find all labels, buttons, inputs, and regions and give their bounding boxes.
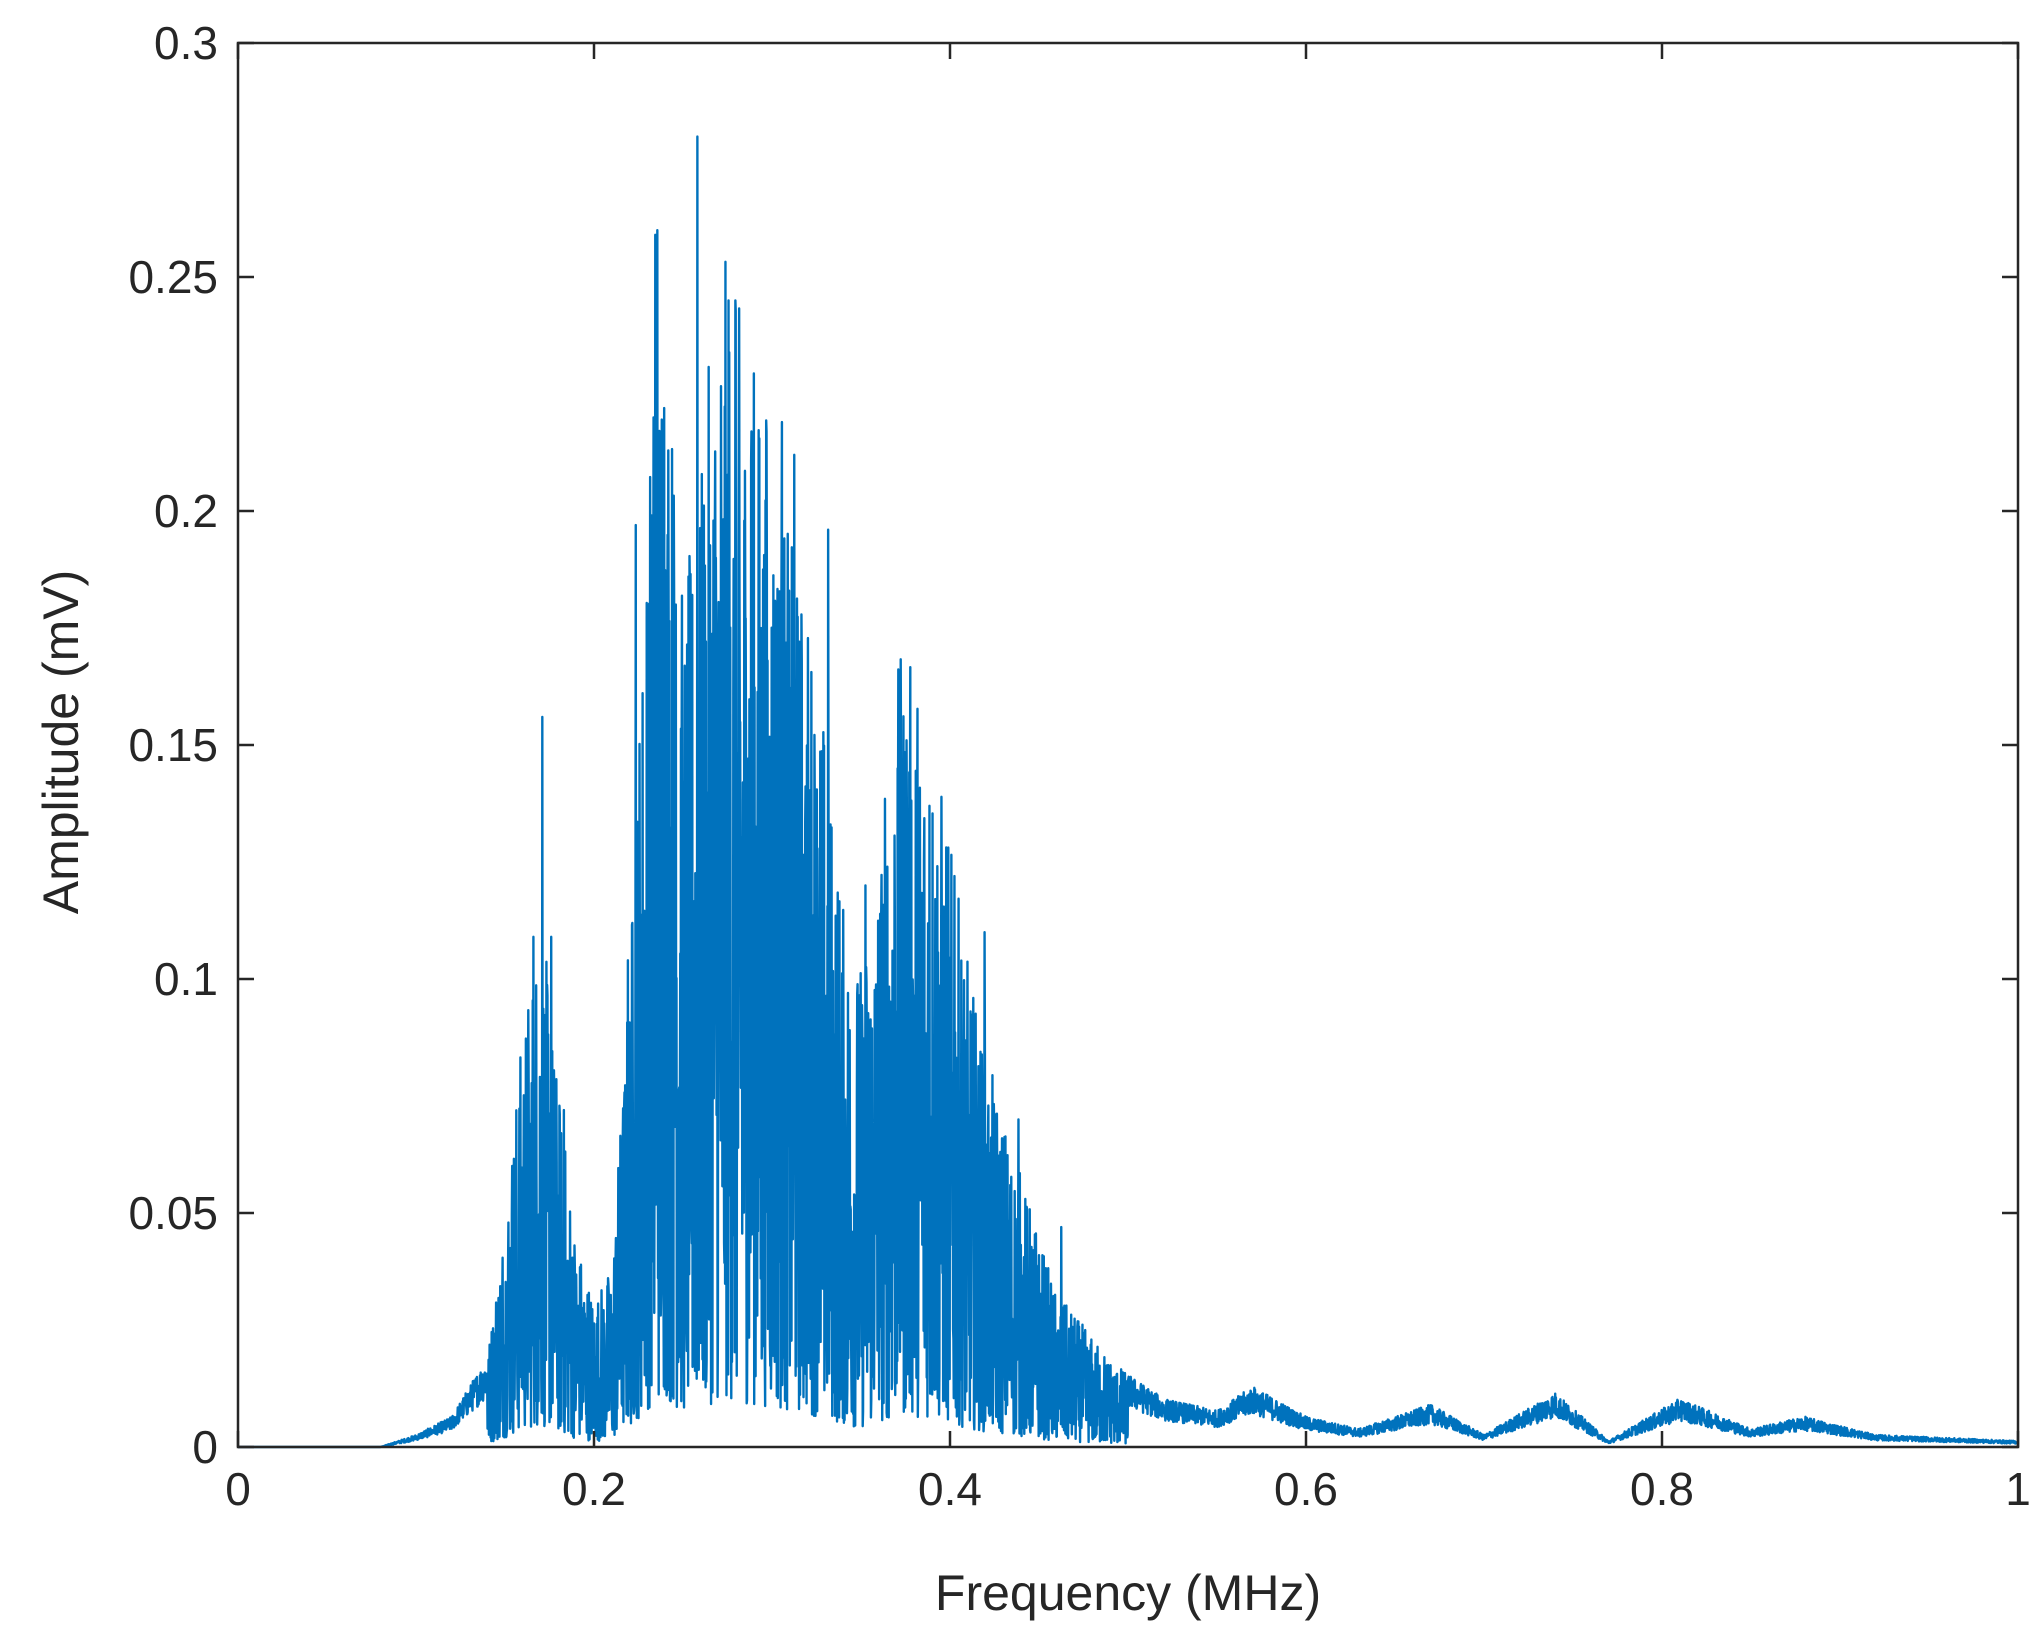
y-axis-title: Amplitude (mV) bbox=[33, 570, 89, 915]
y-tick-label: 0.15 bbox=[128, 719, 218, 771]
series-layer bbox=[237, 135, 2020, 1449]
x-tick-label: 0.8 bbox=[1630, 1463, 1694, 1515]
y-tick-label: 0.05 bbox=[128, 1187, 218, 1239]
y-tick-label: 0.1 bbox=[154, 953, 218, 1005]
y-tick-label: 0.25 bbox=[128, 251, 218, 303]
x-tick-label: 1 bbox=[2005, 1463, 2031, 1515]
x-tick-label: 0.4 bbox=[918, 1463, 982, 1515]
x-tick-label: 0 bbox=[225, 1463, 251, 1515]
y-tick-label: 0.2 bbox=[154, 485, 218, 537]
y-tick-label: 0 bbox=[192, 1421, 218, 1473]
x-tick-label: 0.6 bbox=[1274, 1463, 1338, 1515]
x-axis-title: Frequency (MHz) bbox=[935, 1565, 1321, 1621]
y-tick-label: 0.3 bbox=[154, 17, 218, 69]
labels-layer: Frequency (MHz) Amplitude (mV) bbox=[33, 570, 1321, 1621]
spectrum-series-line bbox=[237, 135, 2020, 1449]
x-tick-label: 0.2 bbox=[562, 1463, 626, 1515]
axes-layer: 0 0.2 0.4 0.6 0.8 1 0 0.05 0.1 0.15 0.2 0.25 0.3 bbox=[128, 17, 2030, 1515]
